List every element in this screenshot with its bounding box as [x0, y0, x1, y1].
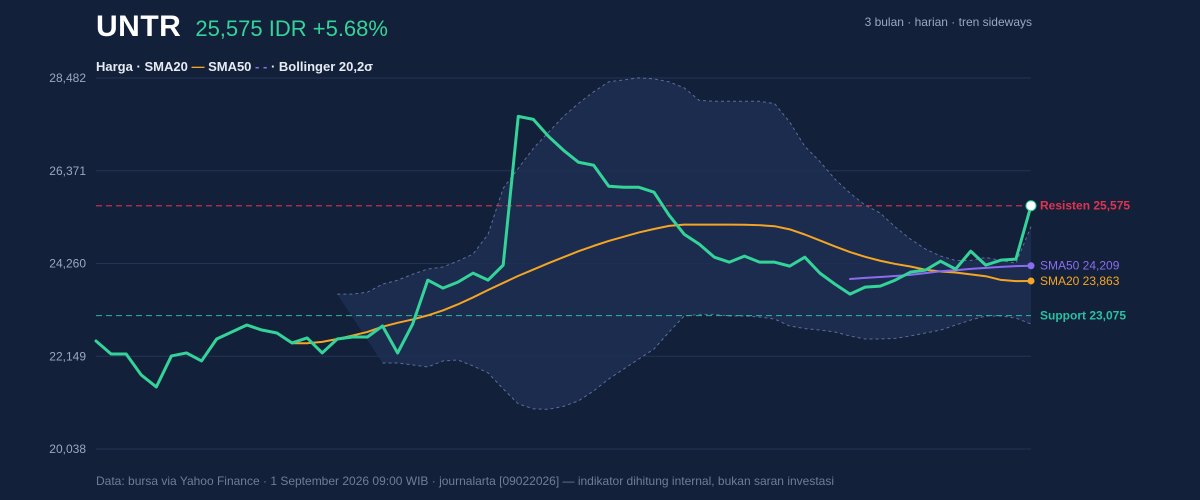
- legend-bollinger: Bollinger 20,2σ: [278, 59, 374, 74]
- legend-separator: ·: [270, 59, 276, 74]
- ticker-symbol: UNTR: [96, 10, 182, 43]
- sma50-line: [849, 264, 1032, 280]
- legend-price: Harga: [96, 59, 133, 74]
- bollinger-upper-line: [337, 77, 1032, 295]
- y-tick-label: 22,149: [49, 349, 86, 363]
- price-line: [94, 114, 1033, 389]
- sma20-end-label: SMA20 23,863: [1040, 274, 1120, 288]
- legend-separator: ·: [136, 59, 141, 74]
- legend-sma20: SMA20: [144, 59, 188, 74]
- bollinger-band-fill: [337, 77, 1032, 410]
- price-end-marker: [1025, 200, 1037, 212]
- sma50-end-marker: [1027, 262, 1035, 270]
- legend-sma20-swatch: —: [191, 59, 205, 74]
- legend-sma50: SMA50: [208, 59, 252, 74]
- y-tick-label: 28,482: [49, 71, 86, 85]
- y-tick-label: 26,371: [49, 164, 86, 178]
- footer-source: Data: bursa via Yahoo Finance · 1 Septem…: [96, 474, 834, 488]
- price-change: 25,575 IDR +5.68%: [195, 16, 388, 41]
- chart-legend: Harga · SMA20 — SMA50 - - · Bollinger 20…: [96, 59, 373, 74]
- sma50-end-label: SMA50 24,209: [1040, 259, 1120, 273]
- y-tick-label: 24,260: [49, 257, 86, 271]
- sma20-end-marker: [1027, 277, 1035, 285]
- resistance-label: Resisten 25,575: [1040, 199, 1130, 213]
- chart-subtitle: 3 bulan · harian · tren sideways: [864, 15, 1032, 29]
- bollinger-lower-line: [382, 313, 1032, 410]
- y-tick-label: 20,038: [49, 442, 86, 456]
- support-label: Support 23,075: [1040, 309, 1126, 323]
- legend-sma50-swatch: - -: [255, 59, 268, 74]
